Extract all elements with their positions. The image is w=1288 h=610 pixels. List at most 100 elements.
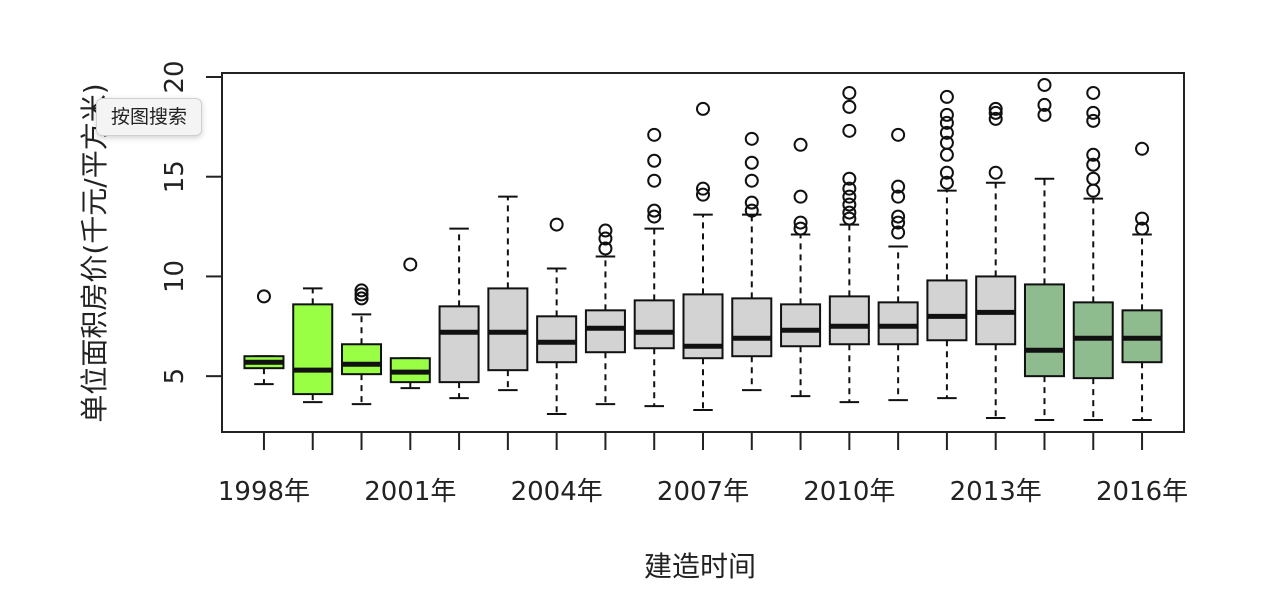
x-tick-label: 2013年 <box>950 477 1042 507</box>
iqr-box <box>926 279 968 342</box>
plot-frame <box>221 72 1185 433</box>
x-tick-label: 2016年 <box>1096 477 1188 507</box>
image-search-button[interactable]: 按图搜索 <box>96 98 203 136</box>
outlier-point <box>988 111 1003 126</box>
box-2011年 <box>877 127 919 402</box>
outlier-point <box>939 147 954 162</box>
iqr-box <box>584 309 626 354</box>
outlier-point <box>1037 107 1052 122</box>
outlier-point <box>939 115 954 130</box>
box-2012年 <box>926 89 968 400</box>
outlier-point <box>1135 211 1150 226</box>
iqr-box <box>438 305 480 384</box>
outlier-point <box>1037 77 1052 92</box>
box-2003年 <box>487 195 529 392</box>
outlier-point <box>696 101 710 116</box>
box-2001年 <box>389 257 431 390</box>
outlier-point <box>1086 113 1101 128</box>
box-2000年 <box>341 283 383 406</box>
outlier-point <box>696 187 710 202</box>
outlier-point <box>842 211 857 226</box>
outlier-point <box>256 289 271 304</box>
outlier-point <box>891 127 906 142</box>
outlier-point <box>1135 141 1150 156</box>
iqr-box <box>780 303 822 348</box>
box-2013年 <box>975 101 1017 420</box>
outlier-point <box>891 215 906 230</box>
x-tick-label: 2004年 <box>511 477 603 507</box>
outlier-point <box>1135 221 1150 236</box>
box-2010年 <box>828 85 870 404</box>
outlier-point <box>988 105 1003 120</box>
x-tick-label: 2001年 <box>364 477 456 507</box>
outlier-point <box>1086 85 1101 100</box>
outlier-point <box>939 135 954 150</box>
outlier-point <box>939 175 954 190</box>
outlier-point <box>1037 97 1052 112</box>
outlier-point <box>354 291 369 306</box>
iqr-box <box>536 315 578 364</box>
outlier-point <box>842 189 857 204</box>
outlier-point <box>793 137 808 152</box>
outlier-point <box>744 203 759 218</box>
outlier-point <box>842 99 857 114</box>
outlier-point <box>842 181 857 196</box>
outlier-point <box>842 205 857 220</box>
outlier-point <box>891 209 906 224</box>
box-2004年 <box>536 217 578 416</box>
box-1999年 <box>292 287 334 404</box>
box-2007年 <box>682 101 724 412</box>
y-axis-title: 单位面积房价(千元/平方米) <box>78 83 111 422</box>
outlier-point <box>744 131 759 146</box>
outlier-point <box>1086 157 1101 172</box>
x-tick-label: 2007年 <box>657 477 749 507</box>
outlier-point <box>939 107 954 122</box>
y-tick-label: 20 <box>160 60 190 93</box>
outlier-point <box>891 179 906 194</box>
iqr-box <box>341 343 383 376</box>
box-2016年 <box>1121 141 1163 422</box>
iqr-box <box>633 299 675 350</box>
outlier-point <box>939 89 954 104</box>
box-2006年 <box>633 127 675 408</box>
outlier-point <box>647 153 662 168</box>
box-2002年 <box>438 227 480 400</box>
iqr-box <box>1023 283 1065 378</box>
outlier-point <box>891 189 906 204</box>
outlier-point <box>744 195 759 210</box>
outlier-point <box>842 85 857 100</box>
outlier-point <box>842 123 857 138</box>
outlier-point <box>939 165 954 180</box>
box-2014年 <box>1023 77 1065 422</box>
box-2009年 <box>780 137 822 398</box>
outlier-point <box>1086 183 1101 198</box>
x-axis: 1998年 2001年 2004年 2007年 2010年 2013年 2016年 <box>218 432 1188 507</box>
outlier-point <box>1086 147 1101 162</box>
outlier-point <box>891 225 906 240</box>
outlier-point <box>549 217 564 232</box>
outlier-point <box>647 127 662 142</box>
iqr-box <box>731 297 773 358</box>
outlier-point <box>793 215 808 230</box>
boxes-layer <box>243 77 1163 422</box>
x-tick-label: 2010年 <box>803 477 895 507</box>
outlier-point <box>647 203 662 218</box>
outlier-point <box>988 165 1003 180</box>
outlier-point <box>403 257 418 272</box>
outlier-point <box>354 283 369 298</box>
outlier-point <box>1086 105 1101 120</box>
outlier-point <box>744 173 759 188</box>
outlier-point <box>793 189 808 204</box>
iqr-box <box>487 287 529 372</box>
y-tick-label: 15 <box>160 160 190 193</box>
iqr-box <box>828 295 870 346</box>
box-2005年 <box>584 223 626 406</box>
outlier-point <box>354 287 369 302</box>
iqr-box <box>877 301 919 346</box>
box-1998年 <box>243 289 285 386</box>
outlier-point <box>696 181 710 196</box>
outlier-point <box>793 221 808 236</box>
outlier-point <box>598 241 613 256</box>
x-tick-label: 1998年 <box>218 477 310 507</box>
outlier-point <box>939 125 954 140</box>
